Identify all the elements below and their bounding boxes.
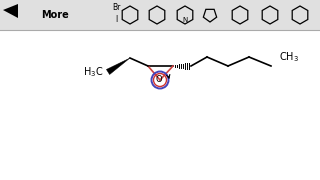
Text: N: N xyxy=(182,17,188,23)
Text: Br: Br xyxy=(112,3,120,12)
Polygon shape xyxy=(3,4,18,18)
Text: O: O xyxy=(155,75,162,84)
FancyBboxPatch shape xyxy=(0,0,320,30)
Text: More: More xyxy=(41,10,69,20)
FancyBboxPatch shape xyxy=(0,30,320,180)
Text: I: I xyxy=(115,15,117,24)
Text: CH$_3$: CH$_3$ xyxy=(279,50,299,64)
Polygon shape xyxy=(106,58,130,75)
Text: H$_3$C: H$_3$C xyxy=(83,65,103,79)
